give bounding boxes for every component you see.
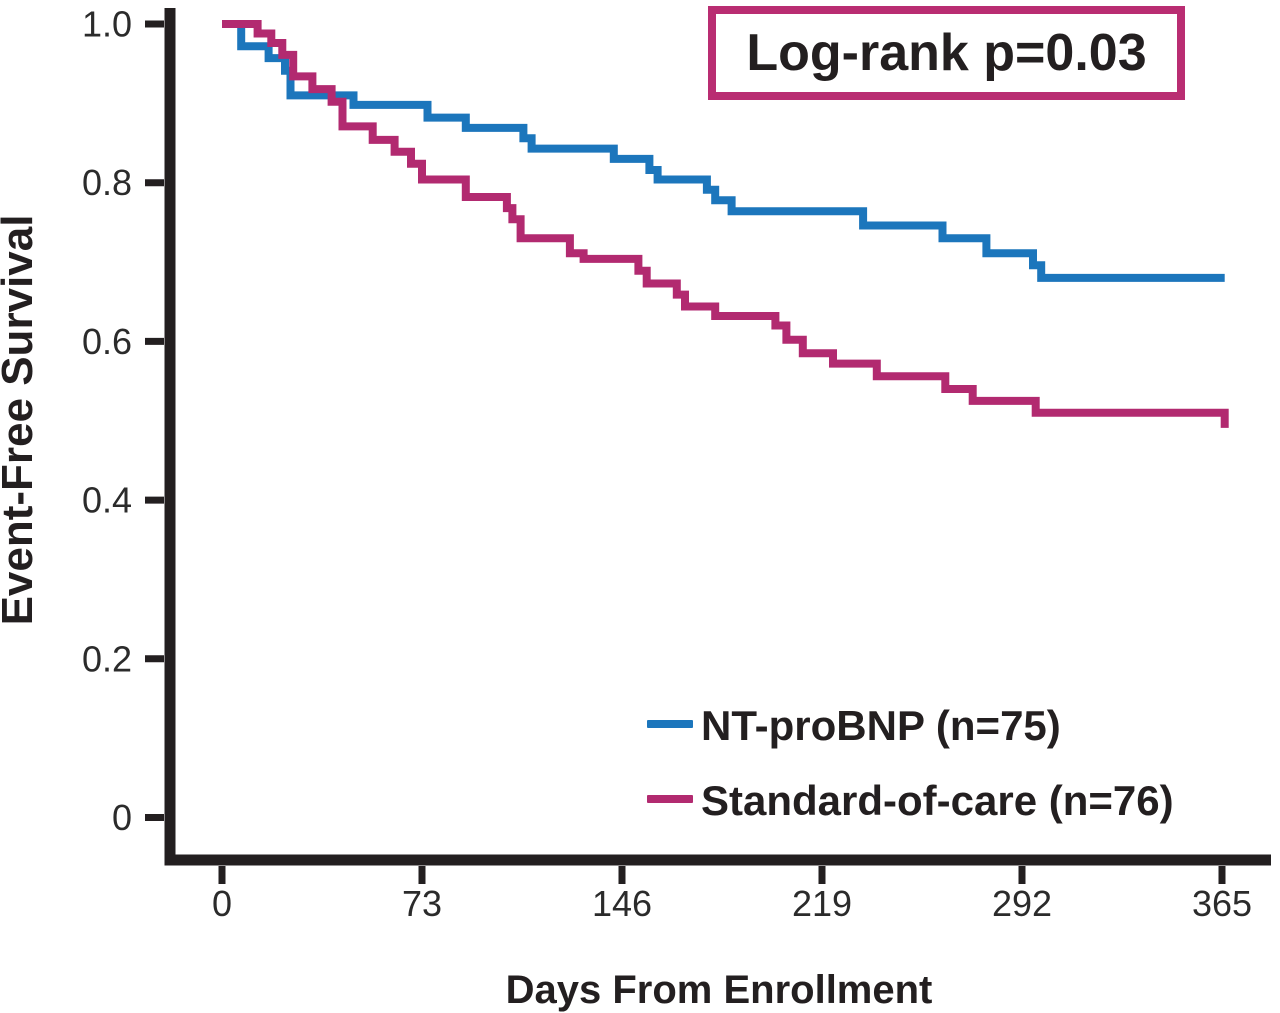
- log-rank-annotation-box: Log-rank p=0.03: [708, 6, 1185, 100]
- legend-line-standard-of-care: [647, 795, 693, 803]
- x-axis-title: Days From Enrollment: [506, 968, 933, 1012]
- y-tick-label: 0: [112, 797, 132, 838]
- legend-line-nt-probnp: [647, 720, 693, 728]
- y-axis-title: Event-Free Survival: [0, 215, 42, 626]
- y-tick-label: 0.8: [82, 162, 132, 203]
- legend-label-nt-probnp: NT-proBNP (n=75): [701, 702, 1061, 749]
- x-tick-label: 73: [402, 883, 442, 924]
- x-tick-label: 0: [212, 883, 232, 924]
- km-curves: [222, 20, 1229, 428]
- km-curve-standard-of-care: [222, 20, 1229, 428]
- log-rank-p-value: Log-rank p=0.03: [746, 24, 1147, 82]
- x-tick-label: 365: [1192, 883, 1252, 924]
- y-tick-label: 0.2: [82, 638, 132, 679]
- y-tick-label: 1.0: [82, 4, 132, 45]
- y-tick-label: 0.6: [82, 321, 132, 362]
- y-tick-label: 0.4: [82, 480, 132, 521]
- y-axis-ticks: 1.0 0.8 0.6 0.4 0.2 0: [82, 4, 164, 838]
- x-tick-label: 292: [992, 883, 1052, 924]
- legend-label-standard-of-care: Standard-of-care (n=76): [701, 777, 1174, 824]
- x-axis-ticks: 0 73 146 219 292 365: [212, 866, 1252, 924]
- x-tick-label: 146: [592, 883, 652, 924]
- x-tick-label: 219: [792, 883, 852, 924]
